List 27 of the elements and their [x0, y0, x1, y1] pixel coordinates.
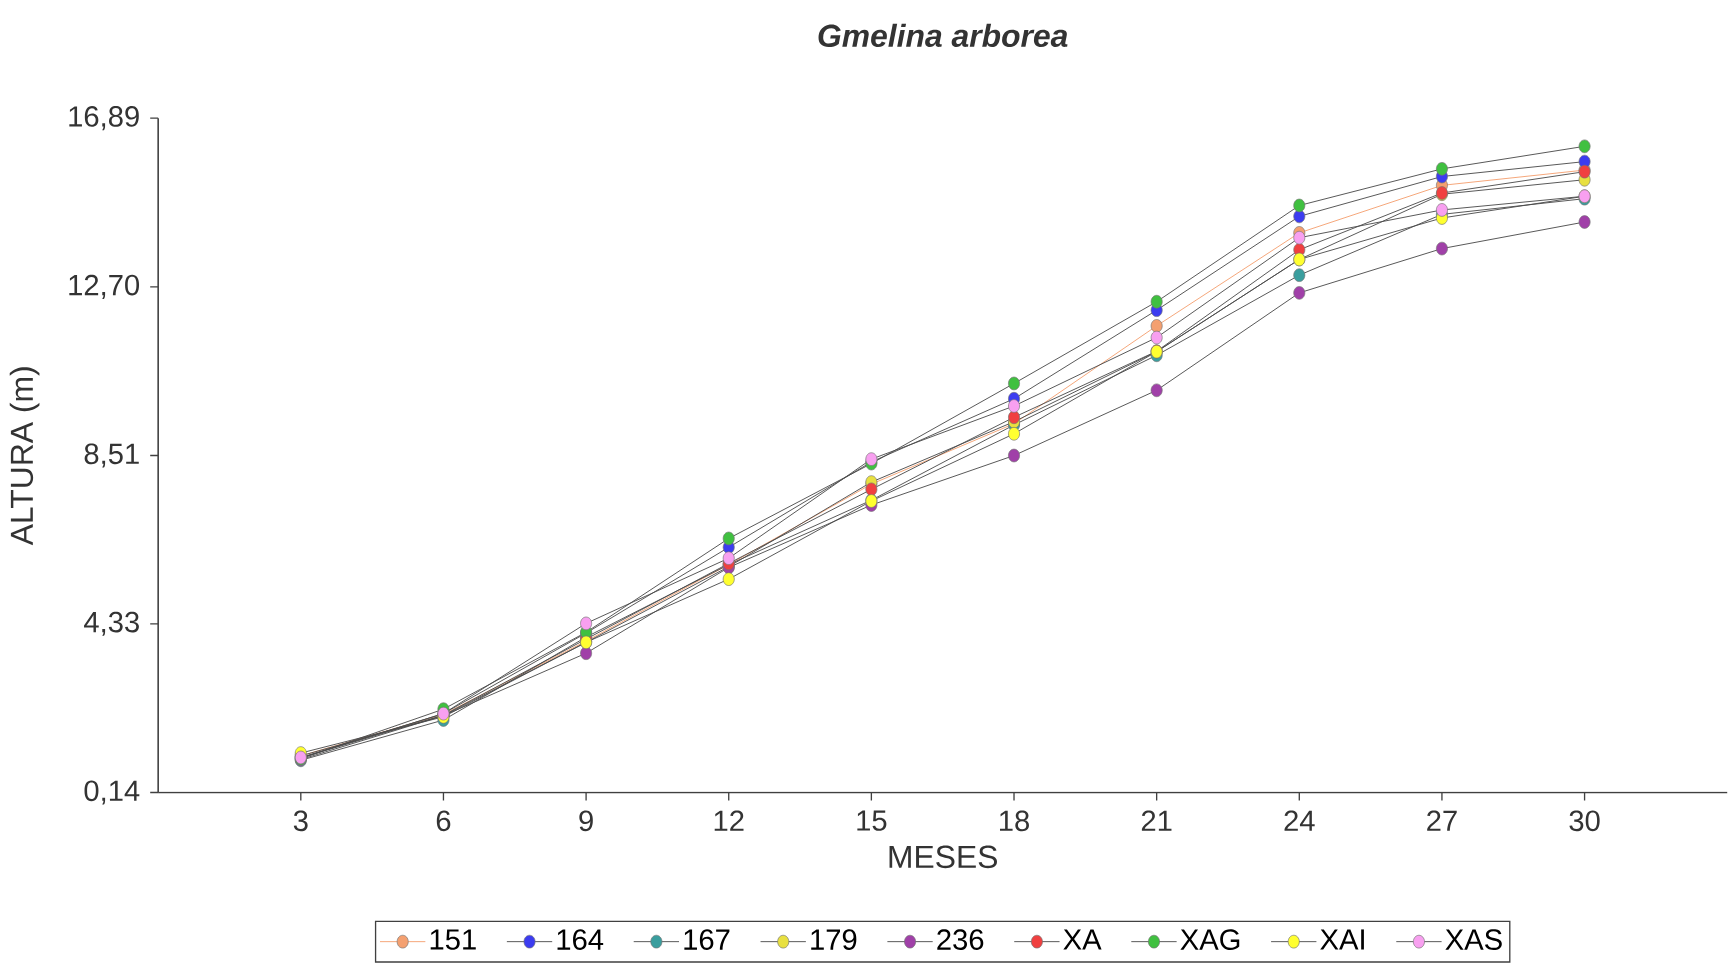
x-tick-label: 18 — [1000, 810, 1029, 831]
legend-label: XA — [1063, 929, 1102, 950]
y-axis-title: ALTURA (m) — [9, 367, 40, 546]
x-tick-label: 27 — [1427, 810, 1457, 831]
legend-label: XAS — [1445, 929, 1502, 950]
legend-label: 179 — [811, 929, 857, 950]
y-tick-label: 8,51 — [84, 443, 139, 468]
legend-label: XAG — [1180, 929, 1240, 950]
x-tick-label: 6 — [436, 810, 451, 831]
legend-label: 151 — [430, 929, 476, 950]
legend-label: 164 — [557, 929, 604, 950]
x-tick-label: 12 — [714, 810, 744, 831]
legend-label: 236 — [937, 929, 984, 950]
y-tick-label: 0,14 — [84, 780, 140, 805]
legend-label: 167 — [684, 929, 730, 950]
x-tick-label: 3 — [293, 810, 308, 831]
x-tick-label: 15 — [857, 810, 887, 831]
x-tick-label: 24 — [1284, 810, 1315, 831]
y-tick-label: 12,70 — [69, 274, 140, 299]
legend-label: XAI — [1320, 929, 1364, 950]
y-tick-label: 4,33 — [84, 611, 139, 636]
x-tick-label: 30 — [1569, 810, 1600, 831]
x-axis-title: MESES — [889, 845, 997, 868]
chart-title: Gmelina arborea — [818, 23, 1068, 47]
x-tick-label: 9 — [579, 810, 593, 831]
x-tick-label: 21 — [1141, 810, 1172, 831]
y-tick-label: 16,89 — [69, 105, 139, 131]
